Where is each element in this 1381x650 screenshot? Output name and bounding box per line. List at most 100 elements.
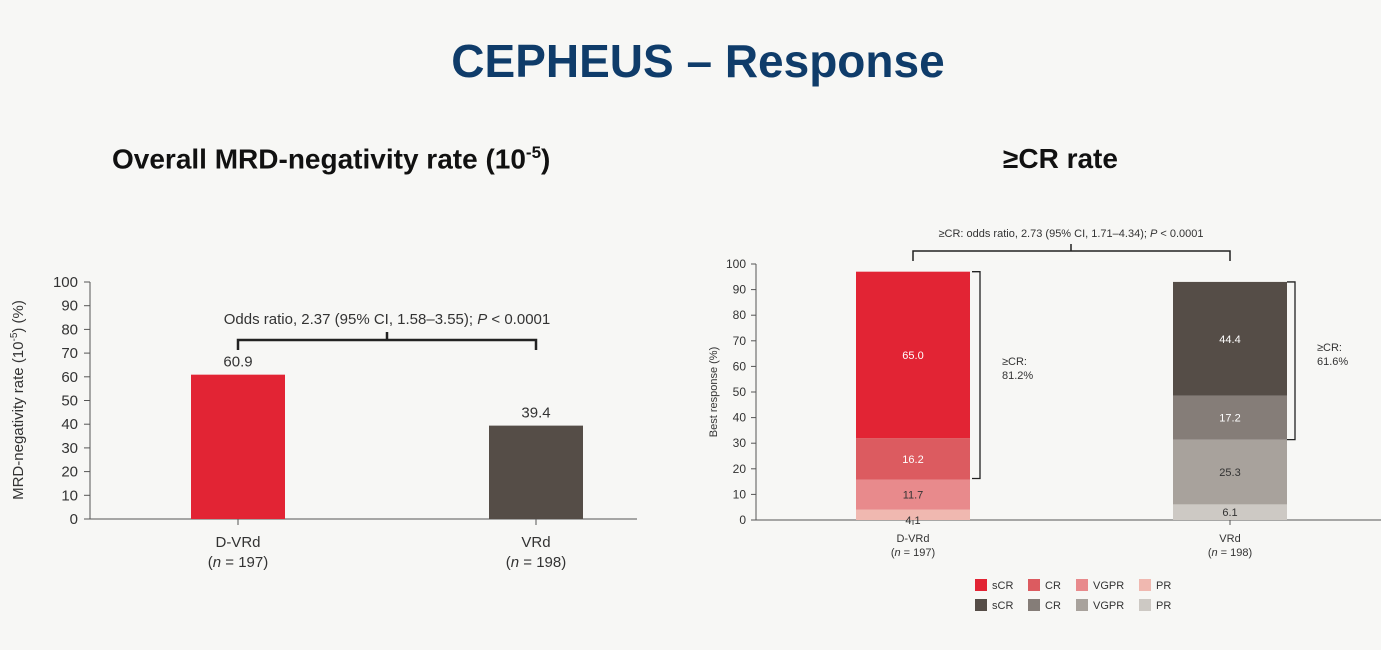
segment-value-label: 6.1 (1222, 507, 1237, 519)
y-axis-label: Best response (%) (708, 347, 720, 437)
legend-label: VGPR (1093, 580, 1124, 592)
n-prefix: ( (208, 554, 213, 571)
page-title: CEPHEUS – Response (451, 35, 945, 87)
y-tick-label: 10 (61, 487, 78, 504)
odds-ratio-annotation: ≥CR: odds ratio, 2.73 (95% CI, 1.71–4.34… (938, 228, 1203, 240)
segment-cr (1173, 395, 1287, 440)
y-tick-label: 0 (70, 511, 78, 528)
n-rest: = 197) (901, 547, 936, 559)
bar-d-vrd (191, 374, 285, 519)
n-italic: n (894, 547, 900, 559)
legend-swatch-cr (1028, 599, 1040, 611)
bar-value-label: 60.9 (223, 354, 252, 371)
segment-cr (856, 438, 970, 480)
legend-swatch-scr (975, 579, 987, 591)
annotation-end: < 0.0001 (487, 311, 550, 328)
y-tick-label: 30 (61, 440, 78, 457)
x-category-label: D-VRd (215, 534, 260, 551)
y-tick-label: 70 (733, 334, 747, 348)
x-category-n: (n = 198) (1208, 547, 1252, 559)
segment-pr (1173, 504, 1287, 520)
y-tick-label: 90 (61, 298, 78, 315)
x-category-label: VRd (521, 534, 550, 551)
n-italic: n (1211, 547, 1217, 559)
y-tick-label: 80 (733, 308, 747, 322)
legend-swatch-pr (1139, 579, 1151, 591)
y-tick-label: 30 (733, 436, 747, 450)
cr-bracket (972, 271, 981, 480)
segment-value-label: 17.2 (1219, 413, 1240, 425)
bar-value-label: 39.4 (521, 405, 550, 422)
n-rest: = 197) (221, 554, 268, 571)
mrd-title-sup: -5 (525, 143, 542, 162)
cr-bracket-label: ≥CR: (1317, 342, 1342, 354)
segment-value-label: 11.7 (903, 490, 924, 502)
legend-swatch-scr (975, 599, 987, 611)
y-tick-label: 50 (733, 385, 747, 399)
y-tick-label: 20 (61, 464, 78, 481)
segment-vgpr (1173, 439, 1287, 505)
mrd-title-main: Overall MRD-negativity rate (10 (112, 143, 526, 175)
legend-label: sCR (992, 580, 1013, 592)
x-category-n: (n = 198) (506, 554, 566, 571)
n-prefix: ( (506, 554, 511, 571)
y-tick-label: 0 (739, 513, 746, 527)
y-label-end: ) (%) (10, 300, 27, 333)
y-tick-label: 50 (61, 393, 78, 410)
cr-bracket (1287, 281, 1296, 441)
cr-chart-title: ≥CR rate (1003, 143, 1118, 174)
segment-vgpr (856, 479, 970, 510)
legend-swatch-cr (1028, 579, 1040, 591)
y-tick-label: 60 (61, 369, 78, 386)
segment-scr (856, 271, 970, 439)
cr-bracket-value: 61.6% (1317, 356, 1348, 368)
cr-bracket-label: ≥CR: (1002, 356, 1027, 368)
y-label-main: MRD-negativity rate (10 (10, 342, 27, 500)
legend-swatch-vgpr (1076, 579, 1088, 591)
n-italic: n (511, 554, 519, 571)
annotation-main: ≥CR: odds ratio, 2.73 (95% CI, 1.71–4.34… (938, 228, 1149, 240)
legend-label: PR (1156, 580, 1171, 592)
x-category-n: (n = 197) (891, 547, 935, 559)
bar-vrd (489, 425, 583, 519)
segment-value-label: 25.3 (1219, 467, 1240, 479)
y-tick-label: 90 (733, 283, 747, 297)
y-tick-label: 70 (61, 345, 78, 362)
y-tick-label: 10 (733, 487, 747, 501)
n-prefix: ( (1208, 547, 1212, 559)
legend-label: PR (1156, 600, 1171, 612)
n-rest: = 198) (1218, 547, 1253, 559)
segment-value-label: 65.0 (902, 350, 923, 362)
annotation-end: < 0.0001 (1157, 228, 1203, 240)
y-tick-label: 40 (733, 411, 747, 425)
n-italic: n (213, 554, 221, 571)
n-prefix: ( (891, 547, 895, 559)
cr-bracket-value: 81.2% (1002, 370, 1033, 382)
odds-ratio-annotation: Odds ratio, 2.37 (95% CI, 1.58–3.55); P … (224, 311, 550, 328)
x-category-n: (n = 197) (208, 554, 268, 571)
annotation-main: Odds ratio, 2.37 (95% CI, 1.58–3.55); (224, 311, 477, 328)
annotation-italic: P (477, 311, 487, 328)
y-label-sup: -5 (9, 332, 20, 341)
legend-swatch-pr (1139, 599, 1151, 611)
legend-label: sCR (992, 600, 1013, 612)
y-tick-label: 100 (726, 257, 746, 271)
legend-label: CR (1045, 580, 1061, 592)
y-tick-label: 40 (61, 416, 78, 433)
annotation-italic: P (1150, 228, 1158, 240)
y-axis-label: MRD-negativity rate (10-5) (%) (9, 300, 27, 500)
odds-ratio-bracket (236, 332, 538, 350)
legend-label: CR (1045, 600, 1061, 612)
mrd-title-end: ) (541, 143, 551, 175)
segment-value-label: 44.4 (1219, 334, 1240, 346)
x-category-label: D-VRd (896, 533, 929, 545)
y-tick-label: 80 (61, 321, 78, 338)
x-category-label: VRd (1219, 533, 1240, 545)
y-tick-label: 60 (733, 359, 747, 373)
odds-ratio-bracket (912, 244, 1231, 261)
segment-pr (856, 509, 970, 520)
mrd-chart-title: Overall MRD-negativity rate (10-5) (112, 143, 550, 175)
segment-scr (1173, 281, 1287, 396)
